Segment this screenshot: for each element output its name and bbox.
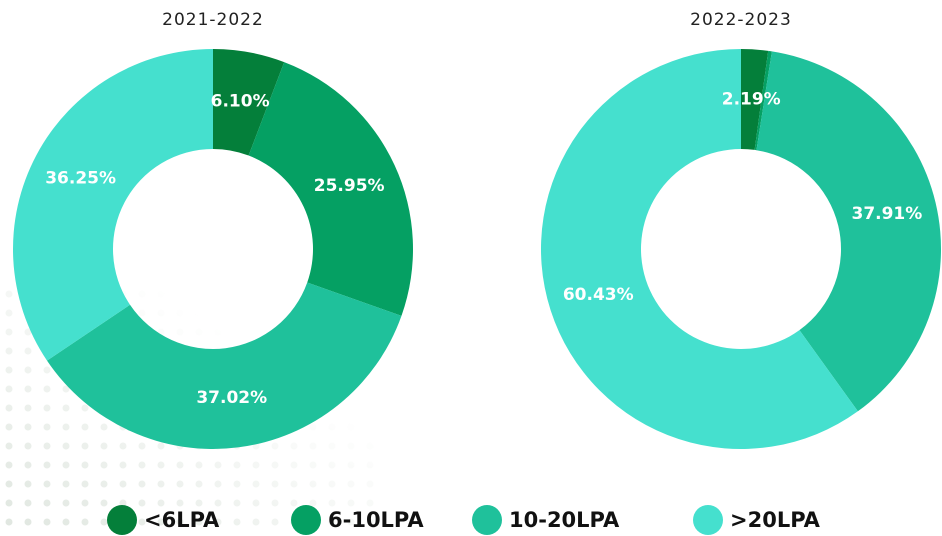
donut-slice: [47, 282, 402, 449]
slice-label: 2.19%: [722, 89, 781, 109]
legend-label: 10-20LPA: [509, 508, 620, 532]
legend-swatch: [291, 505, 321, 535]
donut-slice: [13, 49, 214, 361]
donut-slice: [756, 51, 941, 412]
donut-slice: [741, 49, 769, 150]
charts: 2021-2022 6.10% 25.95% 37.02% 36.25% 2022-202…: [13, 10, 941, 449]
slice-label: 25.95%: [314, 176, 385, 196]
slice-label: 37.02%: [196, 388, 267, 408]
donut-slice: [248, 62, 413, 316]
slice-label: 6.10%: [211, 91, 270, 111]
legend-label: 6-10LPA: [328, 508, 424, 532]
legend-swatch: [107, 505, 137, 535]
slice-label: 37.91%: [851, 204, 922, 224]
donut-slice: [213, 49, 285, 156]
legend-swatch: [693, 505, 723, 535]
legend-label: >20LPA: [730, 508, 821, 532]
legend-swatch: [472, 505, 502, 535]
donut-slice: [754, 50, 772, 151]
chart-title: 2022-2023: [690, 10, 792, 30]
legend: <6LPA 6-10LPA 10-20LPA >20LPA: [107, 505, 821, 535]
legend-label: <6LPA: [144, 508, 220, 532]
slice-label: 36.25%: [45, 168, 116, 188]
slice-label: 60.43%: [563, 285, 634, 305]
chart-title: 2021-2022: [162, 10, 264, 30]
donut-slice: [541, 49, 858, 449]
